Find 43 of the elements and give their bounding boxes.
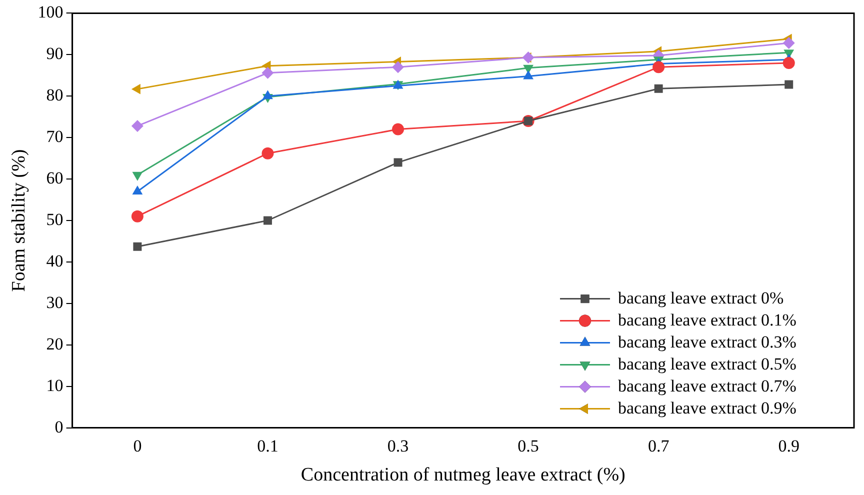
point bbox=[654, 84, 663, 93]
y-tick-label: 90 bbox=[46, 44, 64, 64]
point bbox=[784, 80, 794, 89]
point bbox=[132, 172, 143, 181]
point bbox=[782, 56, 795, 69]
point bbox=[392, 61, 404, 74]
point bbox=[131, 120, 144, 132]
x-tick-label: 0 bbox=[133, 436, 142, 456]
point bbox=[522, 52, 534, 64]
x-tick-label: 0.9 bbox=[778, 436, 800, 456]
legend-label: bacang leave extract 0.3% bbox=[618, 332, 796, 352]
y-tick-label: 30 bbox=[46, 292, 64, 312]
x-tick-label: 0.5 bbox=[518, 436, 539, 456]
point bbox=[392, 123, 404, 136]
legend-label: bacang leave extract 0% bbox=[618, 288, 784, 308]
legend-label: bacang leave extract 0.9% bbox=[618, 398, 796, 418]
y-tick-label: 60 bbox=[46, 168, 64, 188]
point bbox=[133, 242, 142, 251]
y-tick-label: 40 bbox=[46, 251, 64, 270]
point bbox=[262, 147, 274, 160]
x-tick-label: 0.3 bbox=[387, 436, 409, 456]
point bbox=[782, 37, 795, 50]
y-tick-label: 70 bbox=[46, 127, 64, 146]
x-tick-label: 0.7 bbox=[648, 436, 670, 456]
y-tick-label: 100 bbox=[38, 2, 64, 22]
y-tick-label: 10 bbox=[46, 376, 64, 395]
point bbox=[523, 70, 534, 80]
legend-label: bacang leave extract 0.7% bbox=[618, 376, 796, 396]
legend-label: bacang leave extract 0.5% bbox=[618, 354, 796, 374]
point bbox=[131, 210, 144, 222]
point bbox=[652, 61, 665, 74]
y-tick-label: 50 bbox=[46, 210, 64, 229]
point bbox=[262, 66, 274, 79]
x-tick-label: 0.1 bbox=[257, 436, 278, 456]
x-axis-title: Concentration of nutmeg leave extract (%) bbox=[300, 464, 626, 486]
y-axis-title: Foam stability (%) bbox=[8, 149, 30, 292]
y-tick-label: 80 bbox=[46, 86, 64, 105]
y-tick-label: 20 bbox=[46, 334, 64, 354]
legend-label: bacang leave extract 0.1% bbox=[618, 310, 796, 330]
y-tick-label: 0 bbox=[54, 417, 64, 436]
point bbox=[262, 90, 273, 100]
point bbox=[394, 158, 402, 167]
point bbox=[263, 216, 272, 225]
